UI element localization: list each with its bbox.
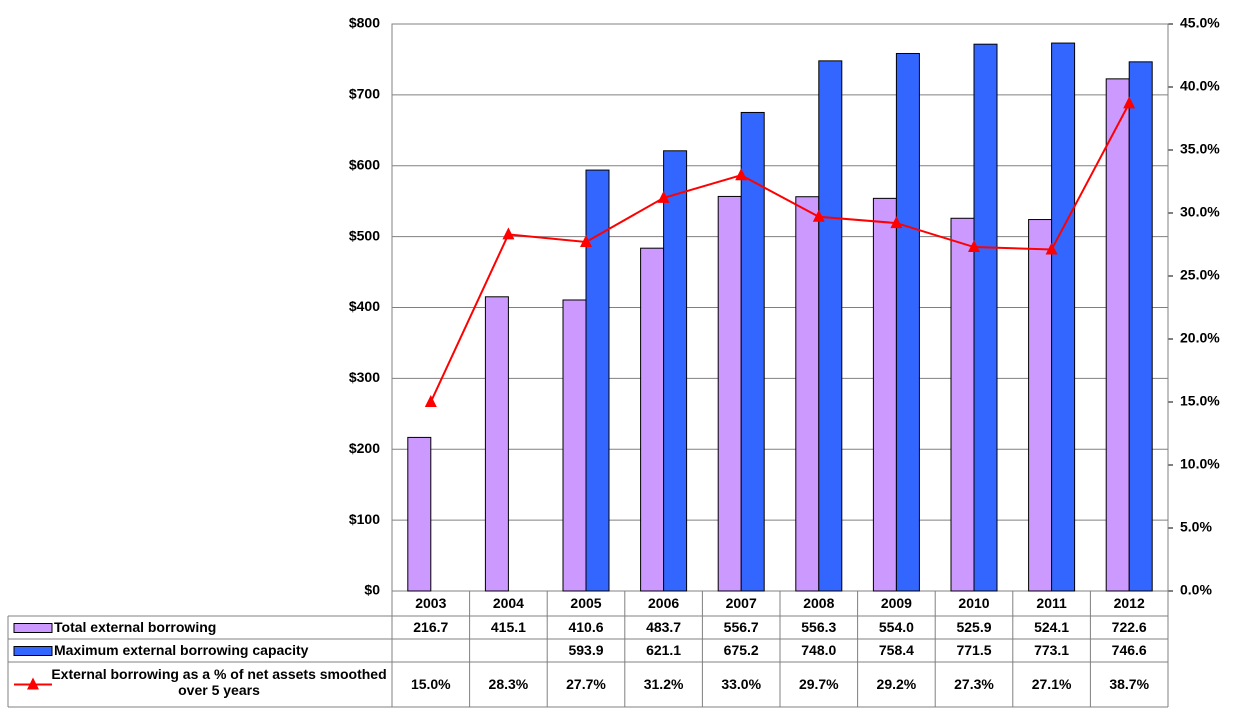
legend-key [13, 646, 53, 656]
y-tick-label: $300 [349, 369, 380, 385]
x-tick-label: 2003 [415, 595, 446, 611]
line-marker [424, 395, 437, 407]
x-tick-label: 2008 [803, 595, 834, 611]
bar [895, 52, 920, 592]
table-value: 29.2% [877, 676, 917, 692]
bar [1028, 219, 1053, 592]
table-value: 27.7% [566, 676, 606, 692]
bar [1105, 78, 1130, 592]
line-marker [968, 240, 980, 253]
x-tick-label: 2011 [1036, 595, 1067, 611]
line-marker [1123, 96, 1136, 109]
table-value: 621.1 [646, 642, 681, 658]
table-value: 31.2% [644, 676, 684, 692]
y2-tick-label: 40.0% [1180, 78, 1220, 94]
line-marker [735, 168, 748, 181]
y-tick-label: $0 [364, 582, 380, 598]
table-value: 38.7% [1109, 676, 1149, 692]
bar [973, 43, 998, 592]
bar [640, 247, 665, 592]
bar [950, 217, 975, 592]
y2-tick-label: 20.0% [1180, 330, 1220, 346]
table-value: 556.3 [801, 619, 836, 635]
table-value: 722.6 [1112, 619, 1147, 635]
table-value: 524.1 [1034, 619, 1069, 635]
x-tick-label: 2004 [493, 595, 524, 611]
table-value: 29.7% [799, 676, 839, 692]
y-tick-label: $800 [349, 15, 380, 31]
bar [717, 195, 742, 592]
y2-tick-label: 0.0% [1180, 582, 1212, 598]
bar [407, 436, 432, 592]
table-value: 773.1 [1034, 642, 1069, 658]
table-value: 525.9 [956, 619, 991, 635]
line-marker [1045, 242, 1058, 255]
legend-label: Maximum external borrowing capacity [54, 642, 309, 658]
bar [795, 196, 820, 592]
y-tick-label: $700 [349, 86, 380, 102]
line-marker [890, 216, 903, 229]
table-value: 675.2 [724, 642, 759, 658]
line-marker [657, 190, 670, 203]
line-marker [580, 234, 592, 247]
legend-key [27, 677, 39, 690]
table-value: 33.0% [721, 676, 761, 692]
bar [1128, 61, 1153, 592]
table-value: 746.6 [1112, 642, 1147, 658]
table-value: 28.3% [489, 676, 529, 692]
x-tick-label: 2005 [570, 595, 601, 611]
legend-label: Total external borrowing [54, 619, 216, 635]
line-marker [812, 209, 825, 222]
table-value: 758.4 [879, 642, 914, 658]
y-tick-label: $600 [349, 156, 380, 172]
x-tick-label: 2006 [648, 595, 679, 611]
bar [740, 111, 765, 592]
y-tick-label: $100 [349, 511, 380, 527]
bar [562, 299, 587, 592]
table-value: 15.0% [411, 676, 451, 692]
table-value: 410.6 [568, 619, 603, 635]
line-marker [502, 227, 515, 240]
table-value: 27.1% [1032, 676, 1072, 692]
table-value: 554.0 [879, 619, 914, 635]
y-tick-label: $200 [349, 440, 380, 456]
y2-tick-label: 5.0% [1180, 519, 1212, 535]
table-value: 216.7 [413, 619, 448, 635]
y2-tick-label: 25.0% [1180, 267, 1220, 283]
table-value: 415.1 [491, 619, 526, 635]
y-tick-label: $500 [349, 227, 380, 243]
bar [818, 60, 843, 592]
x-tick-label: 2012 [1114, 595, 1145, 611]
table-value: 27.3% [954, 676, 994, 692]
y2-tick-label: 45.0% [1180, 15, 1220, 31]
y2-tick-label: 10.0% [1180, 456, 1220, 472]
table-value: 771.5 [956, 642, 991, 658]
line [429, 102, 1131, 403]
table-value: 483.7 [646, 619, 681, 635]
table-value: 593.9 [568, 642, 603, 658]
y2-tick-label: 15.0% [1180, 393, 1220, 409]
bar [1051, 42, 1076, 592]
bar [872, 197, 897, 592]
legend-label-box: External borrowing as a % of net assets … [51, 666, 387, 698]
table-value: 556.7 [724, 619, 759, 635]
y2-tick-label: 35.0% [1180, 141, 1220, 157]
x-tick-label: 2007 [726, 595, 757, 611]
table-value: 748.0 [801, 642, 836, 658]
legend-label: External borrowing as a % of net assets … [51, 666, 387, 698]
x-tick-label: 2010 [958, 595, 989, 611]
y2-tick-label: 30.0% [1180, 204, 1220, 220]
bar [484, 296, 509, 592]
bar [663, 150, 688, 592]
legend-key [13, 623, 53, 633]
bar [585, 169, 610, 592]
y-tick-label: $400 [349, 298, 380, 314]
x-tick-label: 2009 [881, 595, 912, 611]
